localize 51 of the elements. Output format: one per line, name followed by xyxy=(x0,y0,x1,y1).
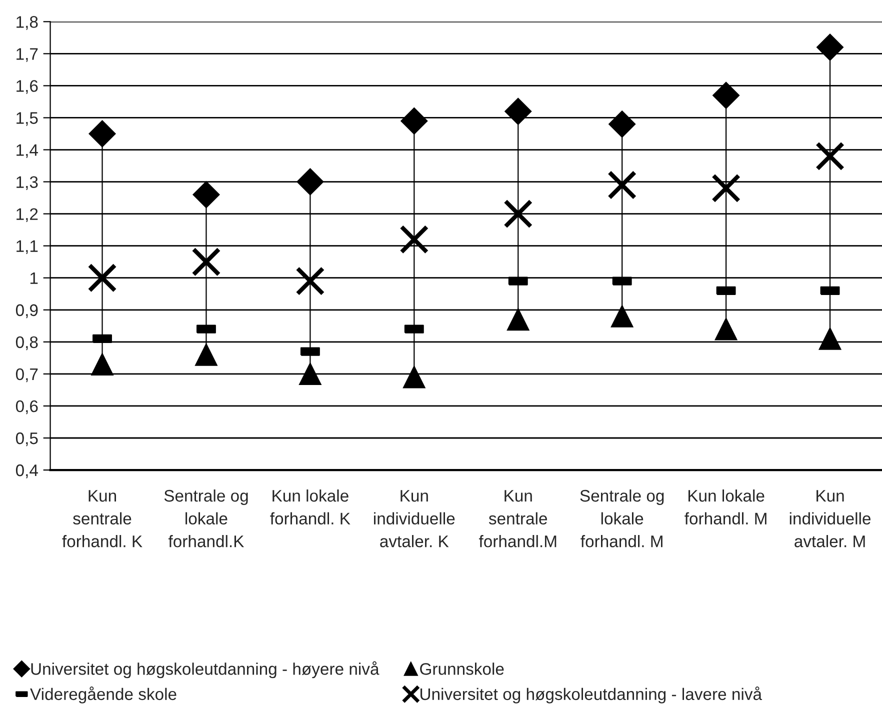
point xyxy=(88,120,116,148)
point xyxy=(504,199,533,228)
point xyxy=(296,168,324,196)
x-tick-label: Sentrale og lokale forhandl. M xyxy=(580,489,664,548)
y-tick-label: 1,6 xyxy=(16,80,38,94)
y-tick-label: 1,7 xyxy=(16,48,38,62)
point xyxy=(711,174,741,203)
point xyxy=(815,142,845,171)
legend-label: Universitet og høgskoleutdanning - høyere nivå xyxy=(31,661,380,678)
point xyxy=(608,170,637,200)
point xyxy=(714,318,738,340)
y-tick-label: 1 xyxy=(30,272,38,284)
point xyxy=(610,305,634,328)
y-tick-label: 1,3 xyxy=(16,176,38,190)
point xyxy=(296,266,325,296)
x-tick-label: Kun sentrale forhandl.M xyxy=(478,490,556,548)
point xyxy=(91,353,114,376)
legend-label: Universitet og høgskoleutdanning - lavere nivå xyxy=(420,686,762,704)
point xyxy=(192,181,220,208)
x-tick-label: Kun lokale forhandl. K xyxy=(270,489,350,524)
x-tick-label: Kun lokale forhandl. M xyxy=(684,489,766,524)
point xyxy=(504,98,532,125)
y-tick-label: 1,5 xyxy=(16,112,38,126)
legend-label: Videregående skole xyxy=(30,686,176,704)
y-tick-label: 1,8 xyxy=(16,16,38,30)
point xyxy=(88,263,117,292)
y-tick-label: 1,1 xyxy=(16,240,38,254)
y-tick-label: 1,2 xyxy=(16,208,38,222)
x-tick-label: Kun individuelle avtaler. M xyxy=(790,490,871,548)
point xyxy=(403,366,426,388)
y-tick-label: 0,6 xyxy=(16,400,38,414)
y-tick-label: 1,4 xyxy=(16,144,38,158)
point xyxy=(818,328,842,350)
x-tick-label: Kun sentrale forhandl. K xyxy=(62,490,142,548)
y-tick-label: 0,9 xyxy=(16,304,38,318)
point xyxy=(400,224,429,254)
legend-label: Grunnskole xyxy=(420,662,504,675)
point xyxy=(507,308,530,331)
point xyxy=(712,82,740,109)
point xyxy=(192,247,221,276)
point xyxy=(299,362,322,386)
point xyxy=(816,34,844,61)
x-tick-label: Kun individuelle avtaler. K xyxy=(374,490,455,548)
point xyxy=(608,110,636,138)
y-tick-label: 0,5 xyxy=(16,432,38,446)
y-tick-label: 0,4 xyxy=(16,464,38,478)
point xyxy=(195,344,218,366)
x-tick-label: Sentrale og lokale forhandl.K xyxy=(164,489,248,548)
y-tick-label: 0,7 xyxy=(16,368,38,382)
y-tick-label: 0,8 xyxy=(16,336,38,350)
point xyxy=(400,107,428,134)
